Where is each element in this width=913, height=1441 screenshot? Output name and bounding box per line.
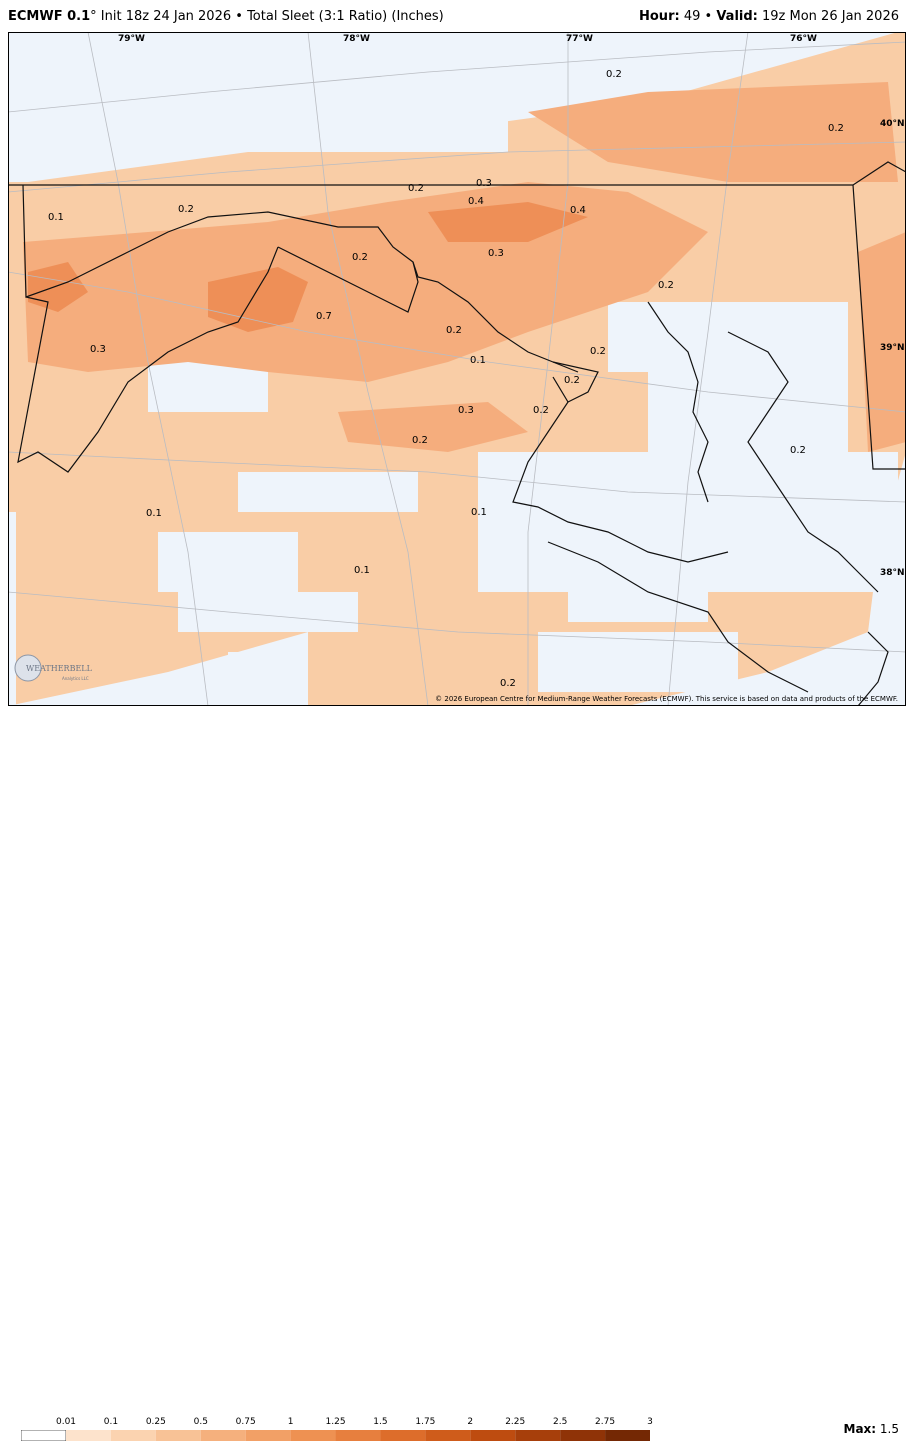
legend-swatch <box>380 1430 426 1441</box>
lat-label-38: 38°N <box>880 568 905 578</box>
contour-label: 0.3 <box>476 178 492 189</box>
forecast-map[interactable]: 79°W 78°W 77°W 76°W 40°N 39°N 38°N 0.2 0… <box>8 32 906 706</box>
contour-label: 0.2 <box>790 445 806 456</box>
legend-swatch <box>335 1430 381 1441</box>
map-frame <box>8 32 906 706</box>
valid-label: Valid: <box>716 9 758 24</box>
legend-tick-label: 1.5 <box>373 1417 388 1427</box>
contour-label: 0.4 <box>468 196 484 207</box>
legend-swatch <box>605 1430 650 1441</box>
color-legend: 0.01 0.1 0.25 0.5 0.75 1 1.25 1.5 1.75 2 2.25 2.5 2.… <box>0 706 913 1441</box>
contour-label: 0.2 <box>446 325 462 336</box>
init-time: Init 18z 24 Jan 2026 <box>100 9 232 24</box>
contour-label: 0.2 <box>178 204 194 215</box>
legend-swatch <box>66 1430 111 1441</box>
product-name: Total Sleet (3:1 Ratio) (Inches) <box>247 9 444 24</box>
no-sleet-areas <box>8 32 906 706</box>
contour-label: 0.1 <box>146 508 162 519</box>
bullet-separator: • <box>235 9 243 24</box>
hour-value: 49 <box>683 9 701 24</box>
legend-tick-label: 2.5 <box>552 1417 568 1427</box>
county-lines <box>8 32 906 706</box>
model-name: ECMWF 0.1 <box>8 9 91 24</box>
legend-tick-label: 2 <box>467 1417 474 1427</box>
lon-label-79: 79°W <box>118 34 145 44</box>
legend-tick-label: 0.1 <box>103 1417 119 1427</box>
contour-label: 0.2 <box>533 405 549 416</box>
lon-label-76: 76°W <box>790 34 817 44</box>
contour-label: 0.2 <box>564 375 580 386</box>
max-value: 1.5 <box>879 1422 899 1436</box>
contour-label: 0.2 <box>828 123 844 134</box>
contour-label: 0.2 <box>412 435 428 446</box>
legend-swatch <box>200 1430 246 1441</box>
header-bar: ECMWF 0.1° Init 18z 24 Jan 2026 • Total … <box>0 0 913 32</box>
legend-tick-label: 1 <box>287 1417 294 1427</box>
legend-tick-label: 0.25 <box>145 1417 166 1427</box>
contour-label: 0.1 <box>470 355 486 366</box>
legend-swatch <box>560 1430 606 1441</box>
lon-label-77: 77°W <box>566 34 593 44</box>
lat-label-39: 39°N <box>880 343 905 353</box>
hour-label: Hour: <box>639 9 680 24</box>
bullet-separator-2: • <box>704 9 713 24</box>
contour-label: 0.2 <box>606 69 622 80</box>
max-label: Max: <box>843 1422 877 1436</box>
legend-swatch <box>470 1430 516 1441</box>
contour-label: 0.3 <box>90 344 106 355</box>
contour-label: 0.4 <box>570 205 586 216</box>
legend-swatch <box>425 1430 471 1441</box>
sleet-fill-dark <box>28 202 588 332</box>
legend-swatch-none <box>21 1430 67 1441</box>
contour-label: 0.2 <box>500 678 516 689</box>
legend-swatch <box>110 1430 156 1441</box>
max-value-readout: Max: 1.5 <box>844 1422 900 1436</box>
legend-tick-label: 0.75 <box>235 1417 256 1427</box>
legend-tick-label: 2.75 <box>595 1417 616 1427</box>
title-left: ECMWF 0.1° Init 18z 24 Jan 2026 • Total … <box>8 9 444 24</box>
weatherbell-logo: WEATHERBELL Analytics LLC <box>14 654 93 682</box>
degree-symbol: ° <box>90 9 97 24</box>
title-right: Hour: 49 • Valid: 19z Mon 26 Jan 2026 <box>639 9 899 24</box>
contour-value-labels: 0.2 0.2 0.1 0.2 0.2 0.3 0.4 0.4 0.3 0.2 … <box>48 69 844 689</box>
copyright-notice: © 2026 European Centre for Medium-Range … <box>435 695 898 703</box>
contour-label: 0.1 <box>471 507 487 518</box>
legend-tick-label: 3 <box>647 1417 653 1427</box>
longitude-labels: 79°W 78°W 77°W 76°W <box>118 34 817 44</box>
lon-label-78: 78°W <box>343 34 370 44</box>
logo-subtext: Analytics LLC <box>62 676 89 681</box>
logo-text: WEATHERBELL <box>26 664 93 673</box>
latitude-labels: 40°N 39°N 38°N <box>880 119 905 578</box>
contour-label: 0.7 <box>316 311 332 322</box>
legend-swatch <box>245 1430 291 1441</box>
contour-label: 0.2 <box>590 346 606 357</box>
legend-tick-label: 0.5 <box>193 1417 208 1427</box>
legend-tick-label: 0.01 <box>55 1417 77 1427</box>
contour-label: 0.2 <box>408 183 424 194</box>
legend-tick-label: 1.75 <box>415 1417 436 1427</box>
lat-label-40: 40°N <box>880 119 905 129</box>
contour-label: 0.3 <box>488 248 504 259</box>
contour-label: 0.3 <box>458 405 474 416</box>
contour-label: 0.2 <box>352 252 368 263</box>
legend-swatch <box>290 1430 336 1441</box>
state-borders <box>8 161 906 706</box>
legend-tick-label: 1.25 <box>325 1417 346 1427</box>
contour-label: 0.1 <box>354 565 370 576</box>
contour-label: 0.1 <box>48 212 64 223</box>
legend-swatch <box>155 1430 201 1441</box>
legend-swatch <box>515 1430 561 1441</box>
legend-colorbar <box>21 1430 650 1441</box>
valid-value: 19z Mon 26 Jan 2026 <box>762 9 899 24</box>
legend-tick-label: 2.25 <box>505 1417 526 1427</box>
contour-label: 0.2 <box>658 280 674 291</box>
